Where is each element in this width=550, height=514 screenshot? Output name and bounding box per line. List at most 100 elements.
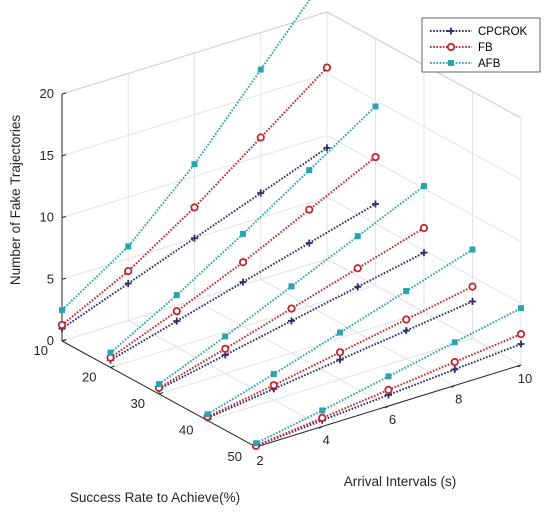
legend-item-afb: AFB: [430, 58, 501, 70]
x-tick-label: 10: [518, 371, 532, 386]
data-point: [403, 288, 410, 295]
y-tick-label: 10: [34, 343, 48, 358]
data-point: [446, 42, 456, 52]
z-tick-mark: [61, 277, 67, 280]
data-point: [222, 333, 229, 340]
grid: [61, 11, 522, 448]
data-point: [516, 330, 526, 339]
data-point: [239, 278, 247, 286]
data-point: [125, 243, 132, 250]
legend-item-fb: FB: [430, 42, 493, 54]
x-tick-label: 6: [389, 412, 396, 427]
grid-line: [110, 285, 376, 368]
x-tick-label: 8: [455, 392, 462, 407]
z-tick-label: 10: [40, 210, 54, 225]
data-point: [323, 144, 331, 152]
legend-item-cpcrok: CPCROK: [430, 26, 528, 38]
data-point: [336, 356, 344, 364]
axes: [61, 92, 522, 450]
data-point: [420, 249, 428, 257]
x-tick-mark: [385, 405, 389, 409]
series-fb: [57, 63, 526, 450]
data-point: [468, 282, 477, 291]
data-point: [318, 413, 327, 422]
legend-box: [421, 17, 541, 73]
data-point: [518, 305, 525, 312]
series-line: [61, 0, 311, 311]
data-point: [354, 283, 362, 291]
y-tick-label: 40: [179, 423, 193, 438]
data-point: [59, 307, 66, 314]
y-axis-label: Success Rate to Achieve(%): [70, 490, 240, 505]
data-point: [306, 167, 313, 174]
data-point: [190, 203, 199, 212]
x-tick-label: 4: [323, 433, 330, 448]
series-line: [109, 156, 377, 359]
box-edge: [61, 11, 328, 95]
data-point: [450, 357, 459, 367]
z-tick-mark: [61, 339, 67, 342]
tick-labels: 2 4 6 8 10 10 20 30 40 50 0 5 10 15 20: [34, 86, 533, 468]
series-afb: [59, 0, 525, 447]
data-point: [107, 349, 114, 356]
data-point: [322, 63, 332, 72]
data-point: [288, 283, 295, 290]
y-tick-label: 50: [228, 449, 242, 464]
data-point: [451, 365, 459, 373]
data-point: [517, 340, 525, 348]
x-tick-label: 2: [256, 453, 263, 468]
data-point: [288, 317, 295, 325]
data-point: [191, 234, 198, 242]
x-tick-mark: [517, 364, 522, 368]
series-line: [206, 248, 474, 416]
y-tick-label: 20: [82, 370, 96, 385]
data-point: [57, 320, 67, 330]
data-point: [469, 246, 476, 253]
grid-line: [61, 258, 328, 342]
legend-label: CPCROK: [478, 26, 528, 38]
y-tick-mark: [158, 392, 164, 395]
legend-label: AFB: [478, 58, 501, 70]
data-point: [402, 327, 410, 335]
data-point: [305, 205, 314, 214]
data-point: [384, 385, 393, 395]
data-point: [372, 103, 379, 110]
data-point: [402, 315, 411, 324]
grid-line: [207, 338, 473, 421]
z-tick-mark: [61, 216, 67, 218]
z-tick-label: 0: [47, 333, 54, 348]
data-point: [256, 133, 265, 142]
data-point: [336, 329, 343, 336]
data-point: [371, 152, 380, 162]
data-point: [305, 239, 313, 247]
data-point: [419, 223, 429, 233]
data-point: [172, 307, 181, 316]
z-tick-label: 5: [47, 271, 54, 286]
data-point: [469, 297, 476, 305]
data-point: [173, 292, 180, 299]
data-point: [451, 339, 458, 346]
grid-line: [158, 311, 425, 395]
data-point: [319, 407, 326, 414]
series: [57, 0, 526, 450]
data-point: [257, 189, 265, 197]
data-point: [269, 381, 278, 390]
data-point: [221, 344, 230, 353]
data-point: [124, 279, 132, 287]
series-line: [109, 105, 377, 354]
y-tick-label: 30: [131, 396, 145, 411]
y-tick-mark: [110, 365, 115, 368]
data-point: [239, 230, 246, 237]
x-axis-label: Arrival Intervals (s): [344, 474, 457, 489]
data-point: [372, 200, 379, 208]
data-point: [124, 266, 133, 276]
data-point: [252, 440, 259, 447]
data-point: [191, 161, 198, 168]
data-point: [354, 233, 361, 240]
data-point: [447, 27, 455, 35]
data-point: [287, 304, 296, 313]
z-tick-label: 15: [40, 148, 54, 163]
legend-label: FB: [478, 42, 493, 54]
data-point: [335, 348, 345, 357]
